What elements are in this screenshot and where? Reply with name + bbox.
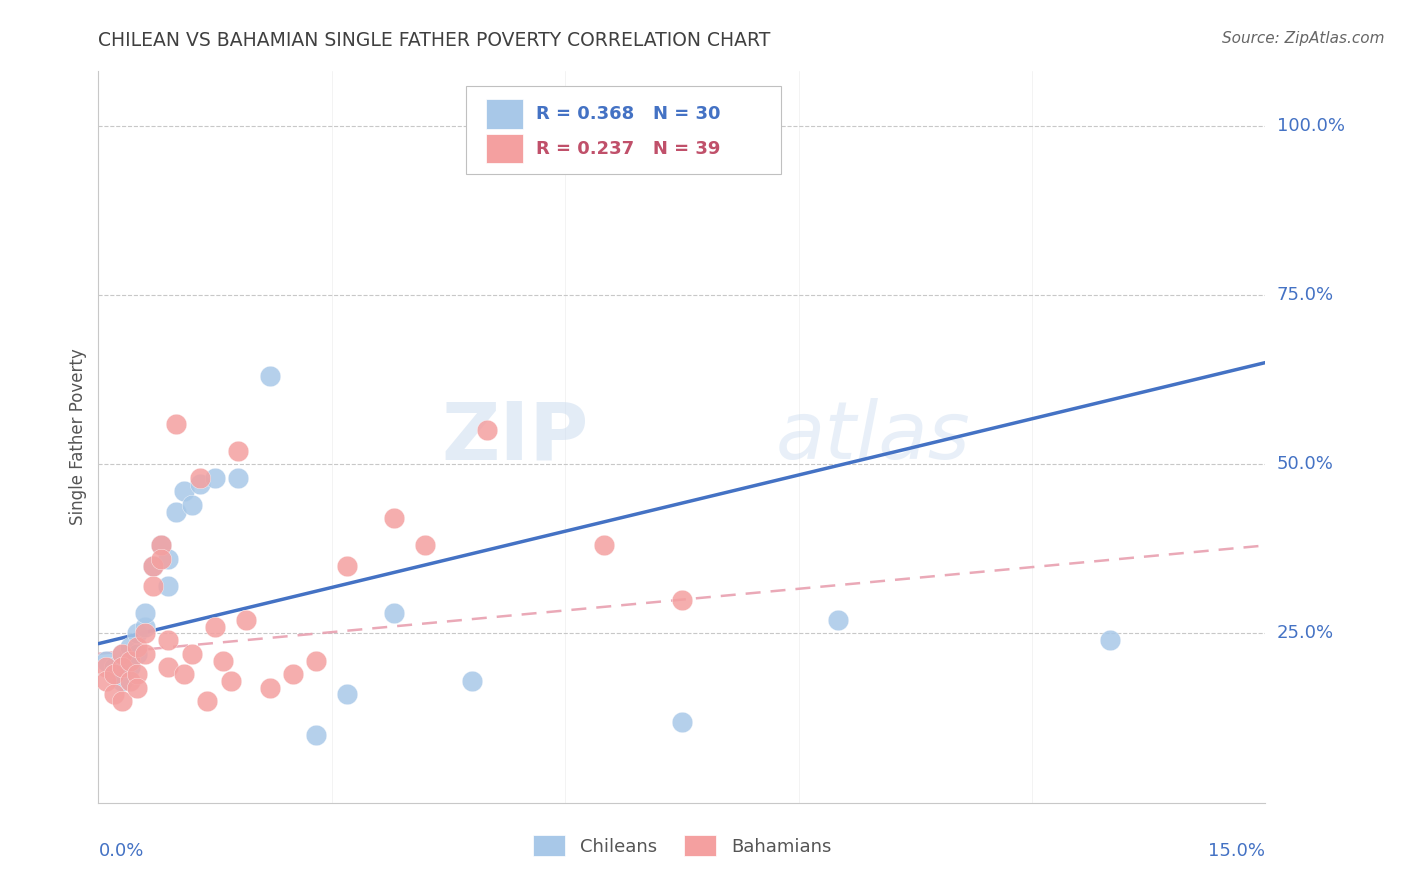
Point [228, 471, 250, 485]
Point [134, 647, 156, 661]
Point [165, 417, 187, 431]
Point [111, 694, 134, 708]
Point [103, 688, 125, 702]
Point [165, 505, 187, 519]
Text: R = 0.368   N = 30: R = 0.368 N = 30 [536, 105, 720, 123]
Point [127, 681, 149, 695]
Text: Source: ZipAtlas.com: Source: ZipAtlas.com [1222, 31, 1385, 46]
Point [188, 477, 211, 491]
Point [195, 694, 218, 708]
Point [259, 369, 281, 384]
Point [142, 558, 165, 573]
Point [149, 538, 172, 552]
Point [827, 613, 849, 627]
Point [149, 538, 172, 552]
Point [461, 673, 484, 688]
Point [382, 606, 405, 620]
Point [477, 423, 499, 437]
Point [157, 552, 180, 566]
Point [96, 660, 118, 674]
Point [413, 538, 436, 552]
Text: ZIP: ZIP [441, 398, 589, 476]
Point [228, 443, 250, 458]
Point [382, 511, 405, 525]
Point [671, 592, 693, 607]
Point [96, 654, 118, 668]
Point [111, 647, 134, 661]
FancyBboxPatch shape [486, 134, 523, 163]
Point [103, 667, 125, 681]
Point [134, 606, 156, 620]
Point [593, 538, 616, 552]
Text: CHILEAN VS BAHAMIAN SINGLE FATHER POVERTY CORRELATION CHART: CHILEAN VS BAHAMIAN SINGLE FATHER POVERT… [98, 31, 770, 50]
Text: 25.0%: 25.0% [1277, 624, 1334, 642]
Point [118, 660, 141, 674]
Point [1098, 633, 1121, 648]
Text: 50.0%: 50.0% [1277, 455, 1333, 473]
Point [336, 688, 359, 702]
Point [173, 484, 195, 499]
Text: atlas: atlas [775, 398, 970, 476]
Point [118, 673, 141, 688]
Point [671, 714, 693, 729]
Point [127, 640, 149, 654]
FancyBboxPatch shape [486, 99, 523, 128]
Text: 15.0%: 15.0% [1208, 842, 1265, 860]
Point [142, 558, 165, 573]
Point [180, 647, 202, 661]
Point [281, 667, 304, 681]
Point [188, 471, 211, 485]
Point [127, 626, 149, 640]
Point [142, 579, 165, 593]
Point [336, 558, 359, 573]
Point [149, 552, 172, 566]
Point [118, 654, 141, 668]
Point [173, 667, 195, 681]
Point [157, 633, 180, 648]
Point [127, 667, 149, 681]
Point [103, 660, 125, 674]
Text: 100.0%: 100.0% [1277, 117, 1344, 135]
Point [157, 579, 180, 593]
Point [127, 647, 149, 661]
FancyBboxPatch shape [465, 86, 782, 174]
Text: R = 0.237   N = 39: R = 0.237 N = 39 [536, 139, 720, 158]
Point [235, 613, 257, 627]
Point [111, 660, 134, 674]
Text: 75.0%: 75.0% [1277, 285, 1334, 304]
Point [259, 681, 281, 695]
Point [219, 673, 242, 688]
Point [118, 640, 141, 654]
Point [180, 498, 202, 512]
Point [134, 620, 156, 634]
Point [593, 139, 616, 153]
Point [111, 647, 134, 661]
Point [134, 626, 156, 640]
Point [204, 471, 226, 485]
Point [111, 673, 134, 688]
Point [212, 654, 235, 668]
Point [96, 673, 118, 688]
Text: 0.0%: 0.0% [98, 842, 143, 860]
Point [305, 654, 328, 668]
Point [204, 620, 226, 634]
Y-axis label: Single Father Poverty: Single Father Poverty [69, 349, 87, 525]
Point [103, 667, 125, 681]
Legend: Chileans, Bahamians: Chileans, Bahamians [526, 828, 838, 863]
Point [157, 660, 180, 674]
Point [305, 728, 328, 742]
